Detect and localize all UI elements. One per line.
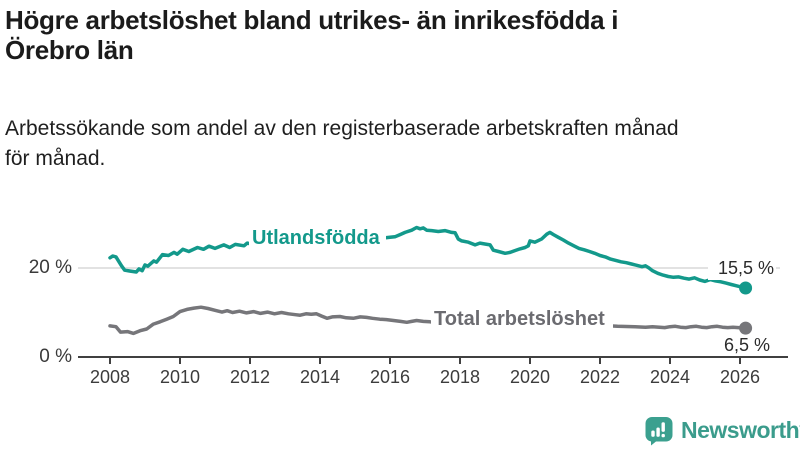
series-label-utlandsfodda: Utlandsfödda (249, 225, 386, 257)
y-axis-label-20: 20 % (28, 257, 72, 278)
newsworthy-brand-text: Newsworthy (681, 417, 800, 443)
page-subtitle-line2: för månad. (5, 147, 106, 170)
page-title: Högre arbetslöshet bland utrikes- än inr… (5, 5, 618, 65)
series-label-total: Total arbetslöshet (431, 306, 613, 336)
series-line-total (108, 305, 748, 336)
newsworthy-brand[interactable]: Newsworthy (644, 415, 800, 446)
series-end-dot-total (739, 321, 753, 335)
page-subtitle-line1: Arbetssökande som andel av den registerb… (5, 117, 679, 140)
series-end-dot-utlandsfodda (739, 281, 753, 295)
page-subtitle: Arbetssökande som andel av den registerb… (5, 114, 679, 174)
series-line-utlandsfodda (108, 225, 748, 290)
newsworthy-logo-icon (645, 417, 673, 446)
page-title-line1: Högre arbetslöshet bland utrikes- än inr… (5, 5, 619, 35)
y-axis-label-0: 0 % (39, 346, 72, 367)
end-value-label-utlandsfodda: 15,5 % (708, 257, 776, 280)
page-title-line2: Örebro län (5, 35, 134, 65)
end-value-label-total: 6,5 % (723, 335, 770, 355)
